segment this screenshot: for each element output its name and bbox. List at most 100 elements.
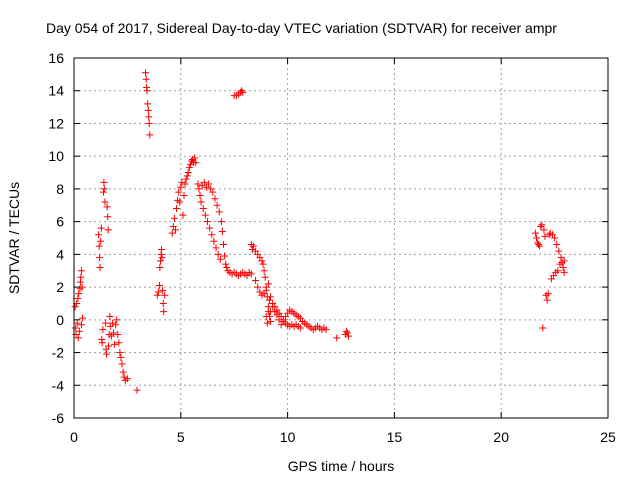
data-point: [176, 198, 184, 206]
data-point: [560, 268, 568, 276]
data-point: [95, 242, 103, 250]
data-point: [279, 317, 287, 325]
y-tick-label: -4: [52, 377, 65, 393]
data-point: [265, 296, 273, 304]
data-point: [535, 241, 543, 249]
data-point: [206, 224, 214, 232]
x-tick-label: 10: [280, 429, 296, 445]
data-point: [118, 360, 126, 368]
data-point: [218, 227, 226, 235]
data-point: [101, 198, 109, 206]
data-point: [194, 180, 202, 188]
data-point: [342, 327, 350, 335]
data-point: [115, 339, 123, 347]
data-point: [99, 188, 107, 196]
data-point: [201, 211, 209, 219]
y-tick-label: 2: [56, 279, 64, 295]
data-point: [258, 257, 266, 265]
data-point: [79, 314, 87, 322]
data-point: [120, 373, 128, 381]
data-point: [146, 131, 154, 139]
data-point: [536, 242, 544, 250]
data-point: [551, 234, 559, 242]
y-tick-label: -6: [52, 410, 65, 426]
data-point: [195, 185, 203, 193]
data-point: [175, 188, 183, 196]
data-point: [204, 218, 211, 226]
data-point: [344, 332, 352, 340]
data-point: [217, 218, 225, 226]
data-point: [119, 368, 127, 376]
data-points: [71, 69, 568, 394]
data-point: [145, 119, 153, 127]
x-tick-label: 25: [600, 429, 616, 445]
data-point: [191, 154, 199, 162]
data-point: [183, 172, 191, 180]
data-point: [116, 349, 124, 357]
data-point: [197, 198, 205, 206]
data-point: [215, 208, 223, 216]
data-point: [196, 191, 204, 199]
data-point: [105, 342, 113, 350]
data-point: [263, 319, 271, 327]
data-point: [186, 160, 194, 168]
data-point: [100, 185, 108, 193]
data-point: [170, 214, 178, 222]
data-point: [104, 226, 112, 234]
data-point: [159, 286, 167, 294]
data-point: [179, 211, 187, 219]
grid-lines: [74, 58, 608, 418]
data-point: [275, 316, 283, 324]
data-point: [559, 263, 567, 271]
data-point: [267, 317, 275, 325]
data-point: [74, 295, 82, 303]
data-point: [123, 375, 131, 383]
data-point: [210, 237, 218, 245]
y-tick-label: 16: [48, 50, 64, 66]
data-point: [99, 326, 107, 334]
data-point: [541, 232, 549, 240]
data-point: [273, 311, 281, 319]
y-tick-label: 6: [56, 214, 64, 230]
data-point: [223, 263, 231, 271]
data-point: [540, 226, 548, 234]
data-point: [104, 213, 112, 221]
data-point: [261, 273, 269, 281]
data-point: [157, 257, 165, 265]
data-point: [211, 195, 219, 203]
data-point: [209, 188, 217, 196]
axes: 0 5 10 15 20 25 -6 -4 -2 0 2 4 6 8 10 12 14 16: [48, 50, 616, 445]
x-tick-label: 0: [70, 429, 78, 445]
data-point: [96, 254, 104, 262]
data-point: [221, 252, 229, 260]
data-point: [95, 231, 103, 239]
data-point: [192, 159, 200, 167]
x-tick-label: 15: [387, 429, 403, 445]
data-point: [171, 226, 179, 234]
data-point: [144, 106, 152, 114]
y-tick-label: 10: [48, 148, 64, 164]
data-point: [212, 244, 220, 252]
data-point: [543, 296, 551, 304]
data-point: [538, 221, 546, 229]
data-point: [238, 87, 246, 95]
data-point: [103, 203, 111, 211]
data-point: [539, 324, 547, 332]
data-point: [185, 164, 193, 172]
data-point: [180, 191, 188, 199]
x-axis-label: GPS time / hours: [288, 458, 395, 474]
y-tick-label: 8: [56, 181, 64, 197]
data-point: [262, 313, 270, 321]
data-point: [173, 205, 181, 213]
y-tick-label: 0: [56, 312, 64, 328]
data-point: [102, 350, 110, 358]
data-point: [537, 223, 545, 231]
data-point: [145, 113, 153, 121]
data-point: [222, 260, 230, 268]
data-point: [97, 237, 105, 245]
data-point: [205, 180, 213, 188]
data-point: [106, 313, 114, 321]
data-point: [544, 290, 552, 298]
data-point: [75, 327, 83, 335]
